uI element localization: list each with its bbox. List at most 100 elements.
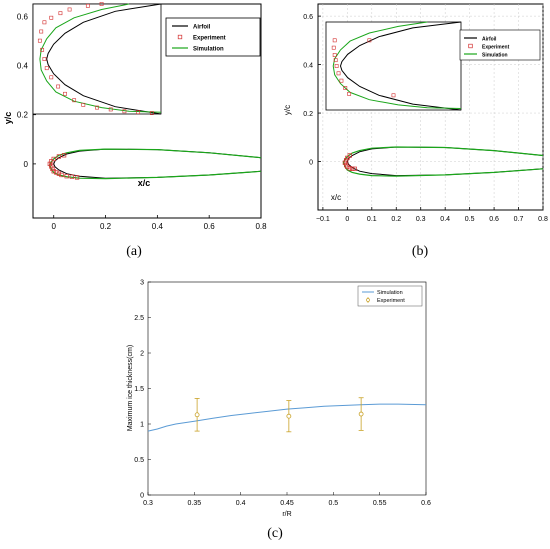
legend-label: Airfoil <box>193 25 211 31</box>
y-tick-label: 0.6 <box>17 12 29 21</box>
experiment-point <box>50 166 55 171</box>
experiment-point <box>343 158 349 163</box>
x-tick-label: 0.2 <box>100 222 112 231</box>
x-tick-label: −0.1 <box>316 216 330 223</box>
x-tick-label: 0.3 <box>143 500 153 507</box>
y-tick-label: 0.6 <box>303 14 313 21</box>
inset-frame <box>32 3 162 115</box>
plot-frame <box>147 281 427 496</box>
inset-experiment-point <box>37 38 42 43</box>
y-axis-label: y/c <box>283 105 292 115</box>
x-tick-label: 0.7 <box>514 216 524 223</box>
caption-c: (c) <box>267 526 283 541</box>
plot-frame <box>317 3 544 211</box>
x-axis-label: r/R <box>282 511 291 518</box>
inset-simulation-line <box>39 3 162 113</box>
inset-experiment-point <box>72 98 77 103</box>
legend-label: Simulation <box>193 47 224 53</box>
x-tick-label: 0.1 <box>367 216 377 223</box>
y-tick-label: 1.5 <box>134 386 144 393</box>
inset-experiment-point <box>42 20 47 25</box>
legend-box <box>459 29 541 61</box>
chart-a: 0 0.2 0.4 0.6 0.8 0 0.2 0.4 0.6 Airfoil Experimen… <box>3 2 267 231</box>
y-tick-label: 2.5 <box>134 315 144 322</box>
inset-experiment-point <box>122 109 127 114</box>
inset-experiment-point <box>67 7 72 12</box>
x-tick-label: 0.3 <box>416 216 426 223</box>
x-tick-label: 0.5 <box>465 216 475 223</box>
x-tick-label: 0.4 <box>440 216 450 223</box>
chart-b: −0.1 0 0.1 0.2 0.3 0.4 0.5 0.6 0.7 0.800.20.40.6 … <box>283 3 548 223</box>
x-tick-label: 0.6 <box>421 500 431 507</box>
y-axis-label: Maximum ice thickness(cm) <box>127 345 134 431</box>
inset-experiment-point <box>39 29 44 34</box>
x-tick-label: 0 <box>52 222 57 231</box>
experiment-point <box>51 169 56 174</box>
y-tick-label: 0 <box>24 160 29 169</box>
x-tick-label: 0.55 <box>373 500 387 507</box>
experiment-point <box>54 170 59 175</box>
experiment-point <box>358 411 364 417</box>
inset-experiment-point <box>334 64 339 68</box>
x-axis-label: x/c <box>331 193 341 202</box>
experiment-point <box>59 172 64 178</box>
x-tick-label: 0.5 <box>328 500 338 507</box>
inset-experiment-point <box>58 11 63 16</box>
inset-experiment-point <box>81 102 86 107</box>
caption-a: (a) <box>126 244 142 259</box>
inset-simulation-line <box>332 21 462 109</box>
experiment-point <box>342 160 348 165</box>
inset-experiment-point <box>391 93 396 98</box>
inset-experiment-point <box>63 91 67 96</box>
simulation-line <box>49 148 262 180</box>
experiment-point <box>61 153 67 158</box>
x-tick-label: 0.45 <box>280 500 294 507</box>
experiment-point <box>51 156 56 162</box>
experiment-point <box>64 174 69 179</box>
experiment-point <box>347 153 352 158</box>
legend-label: Airfoil <box>482 37 497 43</box>
inset-experiment-point <box>347 91 352 96</box>
y-tick-label: 2 <box>140 351 144 358</box>
inset-experiment-point <box>149 111 154 115</box>
legend-label: Experiment <box>193 36 226 42</box>
y-tick-label: 0 <box>309 160 313 167</box>
inset-experiment-point <box>85 3 90 8</box>
inset-experiment-point <box>99 2 104 6</box>
chart-c: 0.3 0.35 0.4 0.45 0.5 0.55 0.6 0 0.5 1 1.5 2 2.5 3 Si… <box>127 280 431 519</box>
x-tick-label: 0.6 <box>489 216 499 223</box>
inset-experiment-point <box>56 84 61 89</box>
experiment-point <box>48 159 54 164</box>
inset-experiment-point <box>108 107 113 112</box>
y-axis-label: y/c <box>3 112 13 125</box>
legend-label: Experiment <box>377 298 405 304</box>
y-tick-label: 0 <box>140 493 144 500</box>
x-tick-label: 0.8 <box>538 216 548 223</box>
x-tick-label: 0.4 <box>236 500 246 507</box>
y-tick-label: 0.5 <box>134 457 144 464</box>
inset-experiment-point <box>40 47 45 52</box>
x-tick-label: 0.8 <box>255 222 267 231</box>
experiment-point <box>194 412 200 418</box>
experiment-point <box>56 171 62 176</box>
x-axis-label: x/c <box>138 178 151 188</box>
experiment-point <box>350 166 355 171</box>
y-tick-label: 0.2 <box>17 111 29 120</box>
inset-experiment-point <box>49 75 54 80</box>
legend-label: Simulation <box>377 290 403 296</box>
experiment-point <box>69 174 75 179</box>
inset-experiment-point <box>332 38 337 43</box>
legend-box <box>357 285 423 307</box>
inset-experiment-point <box>136 110 141 115</box>
y-tick-label: 0.2 <box>303 111 313 118</box>
inset-experiment-point <box>367 38 372 43</box>
experiment-point <box>48 164 54 169</box>
y-tick-label: 0.4 <box>303 63 313 70</box>
inset-experiment-point <box>95 105 99 110</box>
inset-experiment-point <box>331 45 336 50</box>
legend-swatch <box>468 43 473 49</box>
inset-experiment-point <box>336 71 341 76</box>
experiment-point <box>74 175 80 180</box>
experiment-point <box>47 161 52 167</box>
experiment-point <box>56 154 62 159</box>
